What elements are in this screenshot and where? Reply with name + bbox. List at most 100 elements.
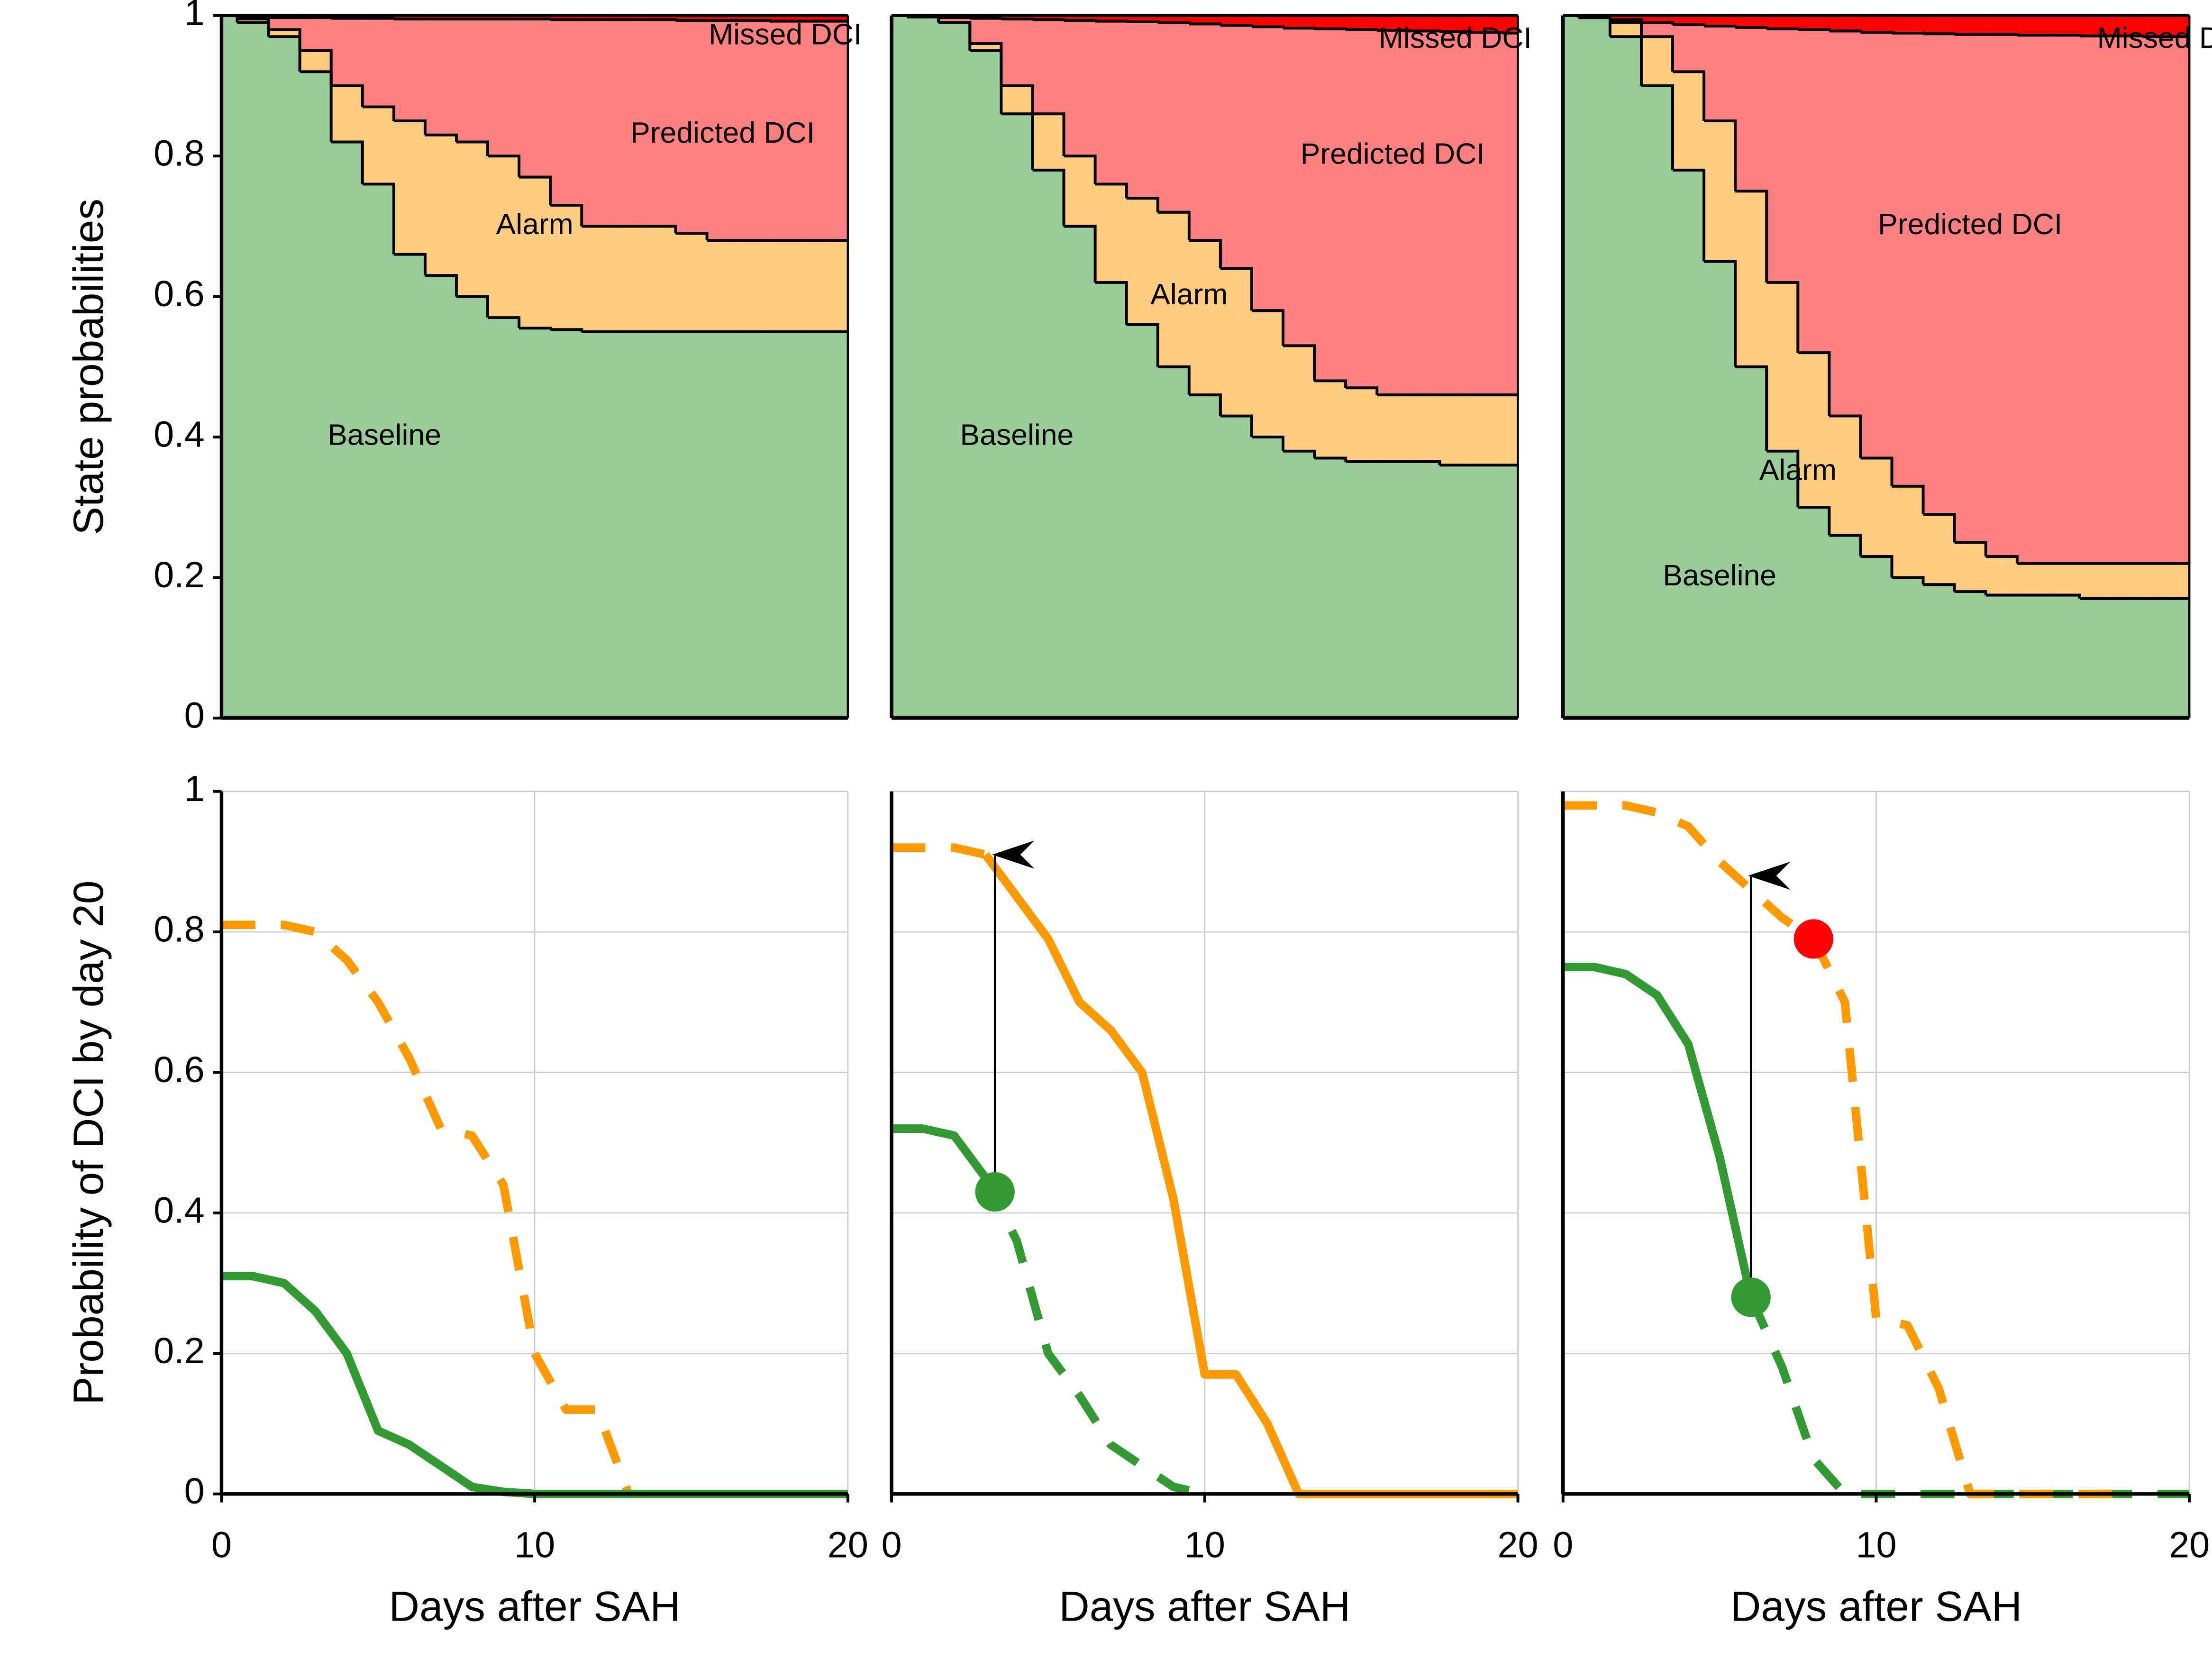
area-segment: [1735, 27, 1767, 192]
area-segment: [1766, 28, 1799, 283]
boundary-step: [331, 84, 364, 107]
area-segment: [1954, 591, 1986, 719]
point: [1731, 1277, 1771, 1317]
area-segment: [831, 331, 848, 719]
boundary-step: [1704, 260, 1737, 367]
area-segment: [800, 331, 833, 719]
area-segment: [1001, 85, 1033, 115]
area-segment: [330, 18, 363, 86]
boundary-step: [1704, 24, 1737, 27]
boundary-step: [1314, 379, 1347, 388]
area-segment: [1797, 507, 1830, 719]
x-axis-title: Days after SAH: [1059, 1582, 1350, 1630]
area-segment: [1220, 15, 1252, 26]
area-segment: [1610, 36, 1642, 719]
area-segment: [1797, 15, 1830, 30]
area-segment: [1157, 366, 1190, 719]
y-tick-label: 0: [184, 1471, 205, 1512]
area-label: Alarm: [496, 208, 573, 241]
area-segment: [907, 16, 939, 719]
boundary-step: [362, 105, 395, 121]
area-segment: [2016, 594, 2049, 719]
area-segment: [237, 22, 269, 719]
area-segment: [1376, 461, 1409, 719]
area-segment: [1766, 15, 1799, 29]
area-segment: [1408, 394, 1440, 462]
area-segment: [2016, 563, 2049, 596]
boundary-step: [644, 225, 677, 234]
panel: Baseline Alarm Predicted DCI Missed DCI 0 0.2…: [64, 0, 862, 736]
boundary-step: [1189, 22, 1222, 26]
boundary-step: [1798, 351, 1831, 416]
area-segment: [1502, 465, 1519, 719]
area-segment: [1703, 120, 1736, 262]
area-segment: [487, 18, 520, 157]
y-axis-title: Probability of DCI by day 20: [64, 880, 112, 1404]
boundary-step: [1032, 168, 1065, 227]
area-segment: [1188, 240, 1221, 395]
area-segment: [1001, 113, 1033, 719]
area-segment: [2111, 598, 2143, 719]
area-segment: [487, 317, 520, 719]
area-segment: [1345, 387, 1378, 462]
area-segment: [2048, 35, 2080, 564]
area-segment: [1860, 15, 1893, 33]
area-segment: [1408, 461, 1440, 719]
area-segment: [519, 18, 551, 178]
area-segment: [2173, 598, 2190, 719]
area-segment: [706, 331, 739, 719]
area-segment: [2016, 15, 2049, 36]
boundary-step: [1251, 25, 1284, 28]
area-segment: [1063, 226, 1096, 719]
area-segment: [2111, 563, 2143, 599]
boundary-step: [1892, 576, 1925, 585]
boundary-step: [1346, 28, 1379, 31]
point: [975, 1172, 1015, 1212]
boundary-step: [456, 295, 490, 318]
area-segment: [550, 329, 583, 719]
boundary-step: [268, 28, 301, 51]
boundary-step: [393, 253, 427, 276]
area-segment: [2142, 36, 2175, 564]
area-segment: [299, 17, 332, 51]
area-segment: [1470, 394, 1503, 466]
area-segment: [1922, 514, 1955, 585]
panel: 0 10 20 Days after SAH: [882, 791, 1538, 1630]
boundary-step: [1829, 534, 1862, 556]
area-segment: [456, 141, 488, 297]
area-segment: [1220, 25, 1252, 269]
area-segment: [737, 240, 770, 332]
boundary-step: [1064, 155, 1097, 184]
area-segment: [1408, 30, 1440, 395]
area-segment: [393, 254, 426, 719]
area-segment: [456, 296, 488, 719]
y-tick-label: 1: [184, 0, 205, 33]
boundary-step: [1251, 436, 1284, 451]
area-segment: [330, 85, 363, 143]
boundary-step: [488, 316, 521, 328]
line: [892, 1124, 989, 1181]
boundary-step: [907, 15, 940, 18]
area-label: Missed DCI: [709, 18, 862, 51]
area-label: Alarm: [1150, 278, 1228, 311]
area-segment: [1562, 15, 1579, 719]
area-label: Predicted DCI: [1878, 208, 2062, 241]
area-segment: [1345, 461, 1378, 719]
area-segment: [1283, 27, 1315, 346]
area-segment: [2048, 594, 2080, 719]
boundary-step: [1189, 393, 1222, 416]
area-segment: [1641, 22, 1673, 37]
boundary-step: [1251, 309, 1284, 346]
area-segment: [644, 331, 676, 719]
boundary-step: [300, 49, 333, 86]
boundary-step: [1673, 168, 1706, 262]
boundary-step: [1283, 344, 1316, 381]
y-tick-label: 0.4: [154, 1190, 205, 1231]
area-segment: [1922, 15, 1955, 35]
area-segment: [550, 19, 583, 206]
area-segment: [675, 233, 708, 332]
area-segment: [1703, 261, 1736, 719]
y-tick-label: 0.8: [154, 909, 205, 950]
